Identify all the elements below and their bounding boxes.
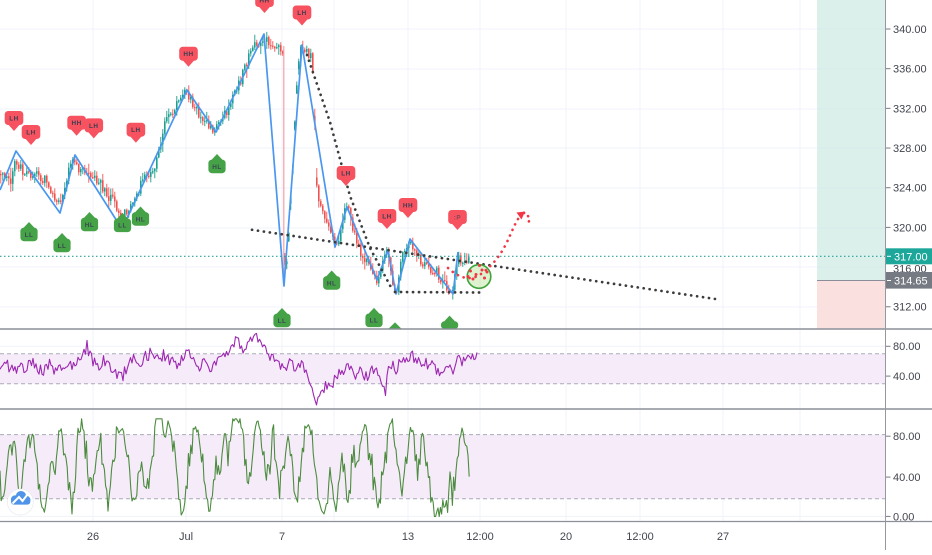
svg-text:317.00: 317.00 bbox=[894, 251, 928, 263]
svg-text:HL: HL bbox=[85, 222, 95, 229]
svg-text:12:00: 12:00 bbox=[626, 531, 654, 543]
svg-text:LL: LL bbox=[58, 243, 67, 250]
svg-text:LH: LH bbox=[89, 123, 99, 130]
svg-text:LL: LL bbox=[25, 232, 34, 239]
svg-text:320.00: 320.00 bbox=[893, 222, 927, 234]
svg-text:324.00: 324.00 bbox=[893, 183, 927, 195]
svg-text:312.00: 312.00 bbox=[893, 302, 927, 314]
svg-text:LH: LH bbox=[297, 10, 307, 17]
svg-text:LL: LL bbox=[118, 223, 127, 230]
svg-text:7: 7 bbox=[279, 531, 285, 543]
svg-text:LH: LH bbox=[382, 213, 392, 220]
svg-text:LH: LH bbox=[9, 115, 19, 122]
svg-text::P: :P bbox=[454, 214, 462, 221]
svg-text:20: 20 bbox=[560, 531, 572, 543]
svg-text:340.00: 340.00 bbox=[893, 24, 927, 36]
svg-text:HH: HH bbox=[403, 202, 413, 209]
svg-text:LL: LL bbox=[278, 318, 287, 325]
svg-text:40.00: 40.00 bbox=[893, 371, 921, 383]
svg-text:336.00: 336.00 bbox=[893, 64, 927, 76]
svg-text:0.00: 0.00 bbox=[893, 511, 914, 523]
svg-text:HL: HL bbox=[212, 164, 222, 171]
svg-text:LL: LL bbox=[370, 318, 379, 325]
svg-text:LH: LH bbox=[26, 129, 36, 136]
svg-text:40.00: 40.00 bbox=[893, 472, 921, 484]
svg-text:LH: LH bbox=[341, 170, 351, 177]
svg-text:332.00: 332.00 bbox=[893, 103, 927, 115]
svg-text:314.65: 314.65 bbox=[894, 275, 928, 287]
svg-text:Jul: Jul bbox=[179, 531, 193, 543]
svg-text:13: 13 bbox=[402, 531, 414, 543]
svg-text:HH: HH bbox=[183, 51, 193, 58]
svg-text:12:00: 12:00 bbox=[466, 531, 494, 543]
svg-text:80.00: 80.00 bbox=[893, 341, 921, 353]
svg-text:HL: HL bbox=[327, 280, 337, 287]
svg-text:HL: HL bbox=[136, 216, 146, 223]
svg-text:26: 26 bbox=[87, 531, 99, 543]
svg-text:HH: HH bbox=[259, 0, 269, 4]
svg-text:328.00: 328.00 bbox=[893, 143, 927, 155]
svg-text:HH: HH bbox=[71, 120, 81, 127]
svg-text:80.00: 80.00 bbox=[893, 431, 921, 443]
svg-text:LH: LH bbox=[131, 127, 141, 134]
svg-text:27: 27 bbox=[717, 531, 729, 543]
